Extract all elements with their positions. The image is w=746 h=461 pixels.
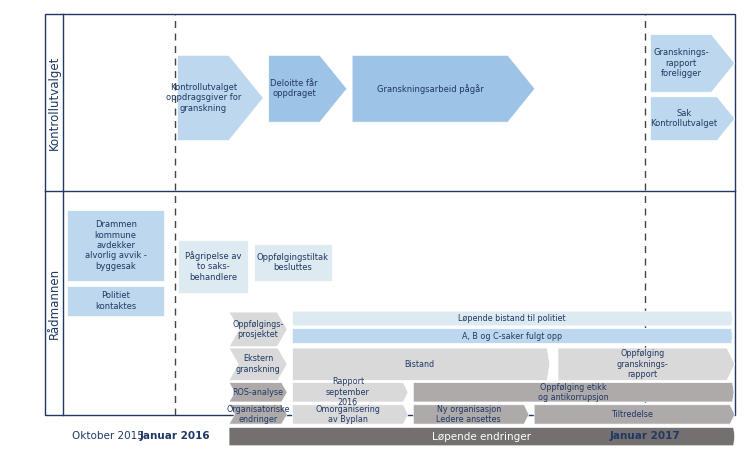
FancyBboxPatch shape	[45, 14, 735, 415]
Bar	[254, 244, 332, 281]
Text: Omorganisering
av Byplan: Omorganisering av Byplan	[316, 405, 380, 424]
Bar	[178, 240, 248, 293]
Text: Bistand: Bistand	[405, 360, 435, 369]
Text: Løpende bistand til politiet: Løpende bistand til politiet	[458, 314, 565, 323]
Polygon shape	[292, 329, 733, 343]
Polygon shape	[651, 97, 735, 141]
Polygon shape	[413, 405, 529, 424]
Text: Januar 2017: Januar 2017	[610, 431, 680, 441]
Text: Oppfølgings-
prosjektet: Oppfølgings- prosjektet	[233, 319, 283, 339]
Text: Sak
Kontrollutvalget: Sak Kontrollutvalget	[651, 109, 718, 129]
Polygon shape	[292, 405, 408, 424]
Text: Drammen
kommune
avdekker
alvorlig avvik -
byggesak: Drammen kommune avdekker alvorlig avvik …	[85, 220, 146, 271]
Text: Organisatoriske
endringer: Organisatoriske endringer	[226, 405, 290, 424]
Text: Politiet
kontaktes: Politiet kontaktes	[95, 291, 137, 311]
Text: ROS-analyse: ROS-analyse	[233, 388, 283, 397]
Text: Gransknings-
rapport
foreligger: Gransknings- rapport foreligger	[653, 48, 709, 78]
Text: Ny organisasjon
Ledere ansettes: Ny organisasjon Ledere ansettes	[436, 405, 501, 424]
Text: Pågripelse av
to saks-
behandlere: Pågripelse av to saks- behandlere	[185, 251, 241, 282]
Text: Deloitte får
oppdraget: Deloitte får oppdraget	[270, 79, 318, 99]
Text: Kontrollutvalget
oppdragsgiver for
granskning: Kontrollutvalget oppdragsgiver for grans…	[166, 83, 241, 113]
Polygon shape	[178, 55, 263, 141]
Bar	[67, 210, 164, 281]
Text: Løpende endringer: Løpende endringer	[432, 431, 531, 442]
Text: Oktober 2015: Oktober 2015	[72, 431, 144, 441]
Polygon shape	[269, 55, 347, 122]
Text: Granskningsarbeid pågår: Granskningsarbeid pågår	[377, 84, 483, 94]
Polygon shape	[292, 311, 733, 326]
Text: Oppfølging
gransknings-
rapport: Oppfølging gransknings- rapport	[617, 349, 668, 379]
Polygon shape	[413, 383, 734, 402]
Text: Januar 2016: Januar 2016	[140, 431, 210, 441]
Text: Oppfølgingstiltak
besluttes: Oppfølgingstiltak besluttes	[257, 253, 329, 272]
Polygon shape	[651, 35, 735, 92]
Polygon shape	[292, 383, 408, 402]
Polygon shape	[292, 348, 550, 380]
Text: Ekstern
granskning: Ekstern granskning	[236, 355, 280, 374]
Polygon shape	[534, 405, 735, 424]
Polygon shape	[229, 427, 735, 446]
Text: A, B og C-saker fulgt opp: A, B og C-saker fulgt opp	[462, 331, 562, 341]
Text: Kontrollutvalget: Kontrollutvalget	[48, 55, 60, 150]
Text: Rådmannen: Rådmannen	[48, 267, 60, 339]
Polygon shape	[352, 55, 535, 122]
Text: Tiltredelse: Tiltredelse	[611, 410, 653, 419]
Polygon shape	[229, 348, 287, 380]
Polygon shape	[558, 348, 735, 380]
Text: Rapport
september
2016: Rapport september 2016	[326, 378, 370, 407]
Polygon shape	[229, 405, 287, 424]
Polygon shape	[229, 312, 287, 347]
Polygon shape	[229, 383, 287, 402]
Bar	[67, 286, 164, 316]
Text: Oppfølging etikk
og antikorrupsjon: Oppfølging etikk og antikorrupsjon	[538, 383, 608, 402]
